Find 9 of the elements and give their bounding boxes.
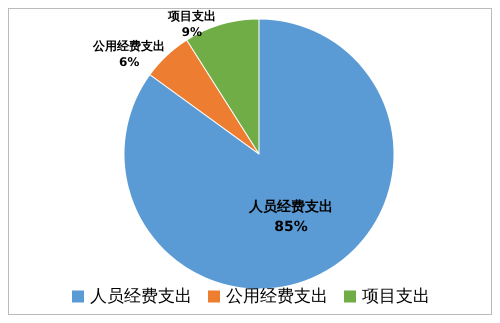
legend-label: 项目支出 [362, 286, 430, 306]
data-label: 6% [119, 55, 140, 70]
slice-label: 人员经费支出 [248, 198, 334, 215]
legend-label: 公用经费支出 [226, 286, 328, 306]
legend-label: 人员经费支出 [90, 286, 192, 306]
slice-label: 项目支出 [166, 9, 216, 23]
slice-label: 公用经费支出 [92, 39, 166, 54]
data-label: 85% [274, 218, 308, 235]
data-label: 9% [182, 25, 202, 39]
